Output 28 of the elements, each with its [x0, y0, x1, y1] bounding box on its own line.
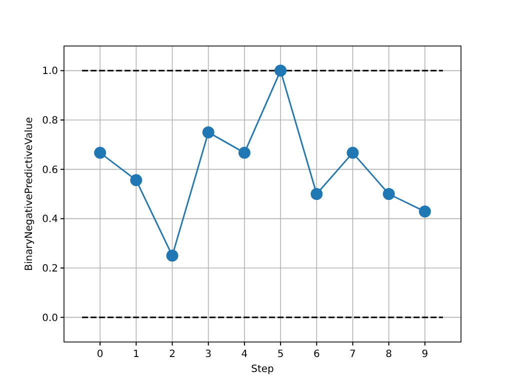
x-tick-label: 0: [96, 349, 104, 360]
point: [418, 206, 431, 218]
y-tick-label: 0.6: [42, 164, 58, 176]
x-tick-label: 9: [422, 349, 428, 360]
point: [346, 146, 359, 159]
x-tick-label: 4: [241, 349, 248, 360]
point: [202, 126, 214, 138]
y-tick-label: 1.0: [42, 66, 58, 78]
point: [382, 188, 395, 200]
y-tick-label: 0.2: [42, 264, 58, 274]
x-tick-label: 8: [386, 349, 392, 360]
x-tick-label: 3: [205, 349, 212, 360]
y-tick-label: 0.4: [42, 214, 58, 226]
x-tick-label: 5: [277, 349, 284, 360]
x-tick-label: 7: [350, 349, 356, 360]
point: [166, 250, 178, 262]
x-axis-title: Step: [251, 364, 274, 375]
y-axis-title: BinaryNegativePredictiveValue: [24, 117, 35, 271]
y-tick-label: 0.8: [42, 116, 58, 126]
x-tick-label: 6: [313, 349, 320, 360]
x-tick-label: 2: [169, 349, 176, 360]
point: [94, 146, 106, 159]
point: [130, 174, 142, 186]
point: [238, 146, 250, 159]
x-tick-label: 1: [132, 349, 140, 360]
point: [310, 188, 323, 200]
point: [274, 64, 287, 77]
y-tick-label: 0.0: [42, 312, 58, 324]
